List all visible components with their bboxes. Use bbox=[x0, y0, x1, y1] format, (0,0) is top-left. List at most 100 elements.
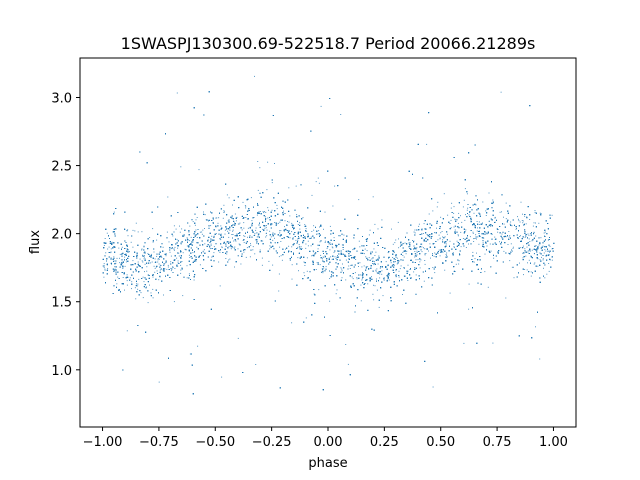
data-point bbox=[533, 263, 535, 265]
data-point bbox=[367, 283, 369, 285]
data-point bbox=[468, 243, 469, 245]
data-point bbox=[158, 263, 160, 265]
data-point bbox=[410, 259, 412, 261]
data-point bbox=[388, 279, 390, 281]
data-point bbox=[490, 266, 491, 268]
data-point bbox=[499, 241, 500, 243]
data-point bbox=[289, 259, 291, 261]
data-point bbox=[478, 243, 480, 245]
data-point bbox=[335, 258, 337, 259]
data-point bbox=[451, 202, 453, 204]
data-point bbox=[452, 252, 454, 254]
data-point bbox=[121, 261, 122, 263]
data-point bbox=[163, 264, 165, 266]
data-point bbox=[419, 246, 420, 248]
data-point bbox=[340, 267, 342, 269]
data-point bbox=[252, 224, 253, 226]
data-point bbox=[297, 238, 299, 240]
data-point bbox=[257, 234, 259, 236]
data-point bbox=[358, 199, 360, 201]
data-point bbox=[207, 219, 208, 221]
data-point bbox=[363, 265, 365, 267]
data-point bbox=[195, 229, 197, 231]
data-point bbox=[119, 262, 121, 264]
data-point bbox=[246, 247, 248, 249]
data-point bbox=[446, 252, 448, 254]
data-point bbox=[221, 247, 223, 249]
data-point bbox=[368, 268, 370, 270]
data-point bbox=[246, 218, 248, 220]
data-point bbox=[531, 249, 533, 251]
data-point bbox=[298, 244, 300, 245]
data-point bbox=[442, 251, 444, 253]
data-point bbox=[358, 240, 360, 242]
data-point bbox=[129, 277, 131, 279]
data-point bbox=[398, 238, 399, 240]
data-point bbox=[168, 241, 170, 243]
data-point bbox=[312, 243, 314, 245]
data-point bbox=[352, 249, 354, 251]
chart-title: 1SWASPJ130300.69-522518.7 Period 20066.2… bbox=[121, 34, 536, 53]
data-point bbox=[235, 220, 237, 222]
data-point bbox=[182, 295, 184, 297]
data-point bbox=[419, 267, 421, 269]
data-point bbox=[144, 258, 146, 260]
data-point bbox=[536, 248, 538, 250]
data-point bbox=[488, 192, 490, 194]
data-point bbox=[119, 257, 120, 259]
data-point bbox=[341, 268, 343, 270]
data-point bbox=[113, 211, 115, 213]
data-point bbox=[447, 256, 448, 258]
data-point bbox=[271, 182, 273, 184]
data-point bbox=[488, 220, 490, 222]
data-point bbox=[229, 258, 231, 260]
data-point bbox=[176, 238, 178, 240]
data-point bbox=[264, 211, 265, 213]
data-point bbox=[196, 217, 198, 218]
data-point bbox=[203, 249, 205, 251]
data-point bbox=[137, 285, 139, 287]
data-point bbox=[406, 250, 408, 252]
data-point bbox=[288, 245, 290, 247]
data-point bbox=[529, 233, 531, 234]
data-point bbox=[179, 225, 180, 227]
data-point bbox=[424, 248, 426, 250]
data-point bbox=[167, 264, 169, 266]
data-point bbox=[234, 266, 235, 268]
data-point bbox=[267, 161, 269, 163]
data-point bbox=[481, 237, 483, 239]
data-point bbox=[197, 345, 199, 347]
data-point bbox=[421, 251, 423, 253]
data-point bbox=[326, 247, 328, 249]
data-point bbox=[544, 264, 546, 266]
data-point bbox=[186, 277, 188, 279]
data-point bbox=[396, 257, 398, 259]
data-point bbox=[124, 289, 125, 291]
data-point bbox=[493, 257, 495, 259]
data-point bbox=[445, 254, 447, 255]
data-point bbox=[436, 206, 438, 208]
data-point bbox=[253, 217, 255, 218]
data-point bbox=[152, 288, 154, 290]
data-point bbox=[225, 258, 227, 259]
data-point bbox=[142, 276, 144, 278]
data-point bbox=[189, 240, 191, 242]
data-point bbox=[509, 260, 511, 262]
data-point bbox=[347, 363, 349, 365]
data-point bbox=[180, 250, 182, 252]
data-point bbox=[105, 252, 107, 254]
data-point bbox=[130, 241, 132, 243]
data-point bbox=[202, 229, 204, 231]
data-point bbox=[485, 210, 487, 212]
data-point bbox=[375, 251, 377, 253]
data-point bbox=[255, 364, 257, 365]
data-point bbox=[525, 255, 527, 257]
data-point bbox=[146, 286, 147, 288]
data-point bbox=[428, 213, 430, 215]
data-point bbox=[245, 207, 247, 209]
data-point bbox=[394, 264, 395, 266]
data-point bbox=[180, 166, 182, 168]
data-point bbox=[329, 225, 331, 227]
data-point bbox=[345, 259, 347, 261]
